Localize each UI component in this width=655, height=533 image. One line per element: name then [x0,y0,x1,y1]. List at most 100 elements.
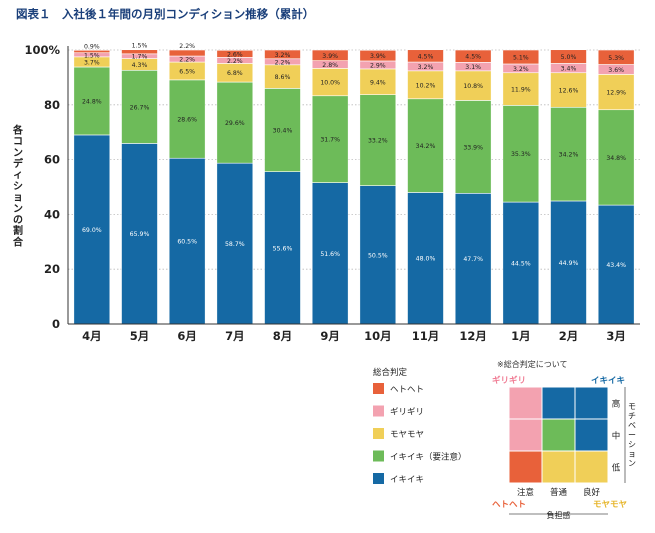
bar-segment [73,49,111,54]
matrix-corner-label: イキイキ [591,376,625,386]
x-tick-label: 3月 [606,329,626,343]
x-tick-label: 8月 [273,329,293,343]
y-tick-label: 100% [24,43,60,57]
bar-segment [454,49,492,63]
data-label: 29.6% [225,120,245,127]
legend-label: ヘトヘト [390,385,424,395]
bar-segment [502,201,540,325]
x-tick-label: 6月 [177,329,197,343]
x-tick-label: 9月 [320,329,340,343]
matrix-y-axis-label: モチベーション [628,402,636,468]
y-axis-label: 各コンディションの割合 [12,123,24,248]
bar-segment [73,134,111,325]
data-label: 33.2% [368,138,388,145]
data-label: 55.6% [273,245,293,252]
data-label: 2.2% [179,43,195,50]
data-label: 47.7% [463,256,483,263]
x-tick-label: 11月 [412,329,440,343]
bar-segment [454,100,492,194]
matrix-cell [508,418,543,452]
data-label: 50.5% [368,252,388,259]
bar-segment [454,193,492,325]
data-label: 3.2% [513,66,529,73]
data-label: 2.2% [227,58,243,65]
data-label: 6.8% [227,70,243,77]
legend-swatch [373,450,384,462]
legend-swatch [373,428,384,439]
data-label: 4.3% [132,62,148,69]
matrix-col-label: 良好 [583,487,601,498]
legend-title: 総合判定 [373,367,408,378]
data-label: 4.5% [418,53,434,60]
bar-segment [502,105,540,203]
bar-segment [550,200,587,325]
bar-segment [216,81,254,164]
bar-segment [597,74,635,111]
bar-segment [502,49,540,65]
data-label: 2.2% [275,59,291,66]
y-tick-label: 80 [44,98,60,112]
bar-segment [311,68,349,97]
bar-segment [168,49,206,57]
axes [67,46,640,325]
legend-label: イキイキ（要注意） [390,452,467,463]
matrix-cell [574,386,609,420]
data-label: 3.9% [370,53,386,60]
data-label: 9.4% [370,79,386,86]
bar-segment [359,94,397,186]
data-label: 10.0% [320,80,340,87]
bar-segment [264,88,301,172]
matrix-corner-label: ヘトヘト [492,500,526,510]
matrix-title: ※総合判定について [497,359,567,369]
bar-segment [407,70,444,100]
data-label: 3.9% [322,53,338,60]
matrix-col-label: 普通 [550,487,568,498]
x-tick-label: 12月 [459,329,487,343]
x-tick-label: 7月 [225,329,245,343]
data-label: 1.7% [132,54,148,61]
bar-segment [550,106,587,202]
data-label: 2.9% [370,62,386,69]
data-label: 35.3% [511,151,531,158]
bar-segment [121,69,158,144]
bar-segment [168,157,206,325]
data-label: 51.6% [320,251,340,258]
gridlines: 0 20 40 60 80 100% [24,43,640,331]
data-label: 60.5% [177,239,197,246]
data-label: 44.9% [559,260,579,267]
legend-label: ギリギリ [390,408,424,418]
bar-segment [311,182,349,325]
data-label: 1.5% [84,52,100,59]
data-label: 11.9% [511,87,531,94]
data-label: 30.4% [273,128,293,135]
y-tick-label: 0 [52,317,60,331]
data-label: 2.2% [179,57,195,64]
bars: 69.0%24.8%3.7%1.5%0.9%4月65.9%26.7%4.3%1.… [73,43,635,343]
data-label: 4.5% [465,54,481,61]
data-label: 0.9% [84,43,100,50]
legend-swatch [373,383,384,394]
bar-segment [264,171,301,325]
data-label: 28.6% [177,117,197,124]
data-label: 31.7% [320,137,340,144]
y-tick-label: 60 [44,153,60,167]
data-label: 48.0% [416,256,436,263]
data-label: 5.3% [608,55,624,62]
data-label: 65.9% [130,231,150,238]
data-label: 24.8% [82,98,102,105]
x-tick-label: 10月 [364,329,392,343]
data-label: 12.9% [606,90,626,97]
data-label: 2.6% [227,51,243,58]
bar-segment [407,49,444,63]
matrix-row-label: 低 [612,463,621,474]
y-tick-label: 40 [44,207,60,221]
bar-segment [121,49,158,55]
matrix-cell [508,450,543,484]
bar-segment [168,79,206,159]
data-label: 69.0% [82,227,102,234]
data-label: 26.7% [130,104,150,111]
bar-segment [359,49,397,62]
